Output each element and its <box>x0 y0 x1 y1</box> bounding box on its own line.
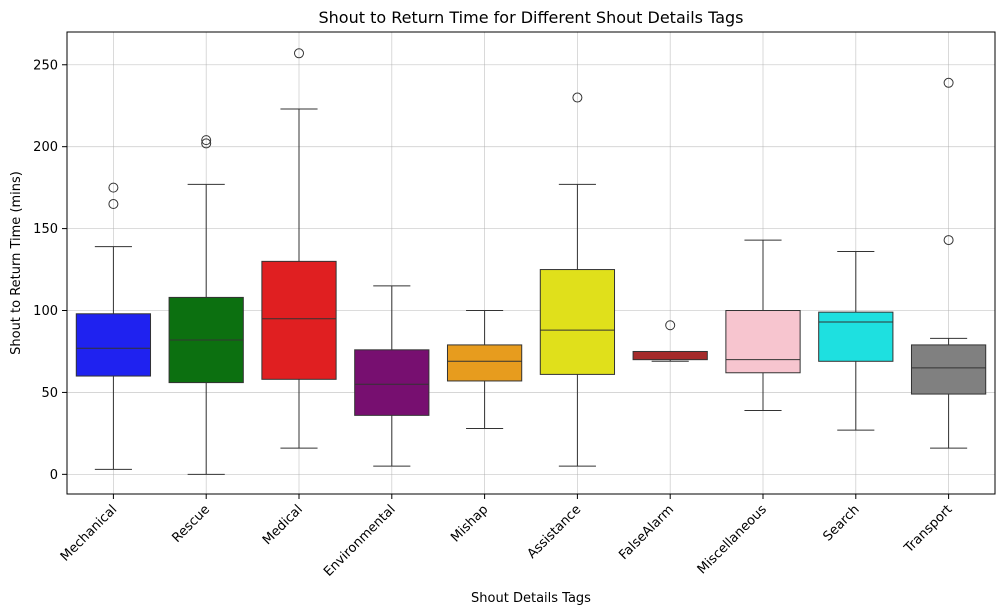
x-tick-label: Transport <box>901 502 955 556</box>
iqr-box <box>632 350 708 361</box>
iqr-box <box>354 349 430 416</box>
box-rescue <box>168 135 244 475</box>
box-mechanical <box>75 182 152 470</box>
box-mishap <box>446 310 523 429</box>
iqr-box <box>539 269 616 375</box>
outlier-point <box>108 182 119 193</box>
y-tick-label: 0 <box>50 468 58 483</box>
y-tick-label: 250 <box>33 58 58 73</box>
plot-frame <box>66 31 996 495</box>
x-tick-label: Assistance <box>525 502 585 562</box>
box-search <box>818 251 894 431</box>
x-tick-label: FalseAlarm <box>616 502 677 563</box>
y-tick-label: 50 <box>41 386 58 401</box>
iqr-box <box>818 311 894 362</box>
box-assistance <box>539 92 616 467</box>
outlier-point <box>943 77 954 88</box>
y-tick-label: 200 <box>33 140 58 155</box>
outlier-point <box>108 199 119 210</box>
y-tick-label: 100 <box>33 304 58 319</box>
box-miscellaneous <box>725 239 801 411</box>
box-medical <box>261 48 337 449</box>
iqr-box <box>75 313 152 377</box>
x-tick-label: Medical <box>260 502 306 548</box>
box-environmental <box>354 285 430 467</box>
iqr-box <box>261 260 337 380</box>
y-axis-label: Shout to Return Time (mins) <box>9 171 24 355</box>
outlier-point <box>943 235 954 246</box>
box-falsealarm <box>632 320 708 362</box>
x-tick-label: Mechanical <box>58 502 120 564</box>
boxes <box>75 48 987 475</box>
iqr-box <box>446 344 523 382</box>
y-axis-ticks: 0 50 100 150 200 250 <box>33 58 67 483</box>
x-tick-label: Miscellaneous <box>695 502 770 577</box>
outlier-point <box>294 48 304 59</box>
x-tick-label: Search <box>820 502 862 544</box>
box-transport <box>910 77 987 449</box>
outlier-point <box>665 320 676 331</box>
outlier-point <box>201 135 212 146</box>
x-tick-label: Environmental <box>321 502 398 579</box>
iqr-box <box>725 310 801 374</box>
x-axis-ticks: Mechanical Rescue Medical Environmental Mish… <box>58 494 955 580</box>
chart-title: Shout to Return Time for Different Shout… <box>318 8 743 27</box>
outlier-point <box>201 138 212 149</box>
x-axis-label: Shout Details Tags <box>471 591 591 606</box>
x-tick-label: Rescue <box>169 502 213 546</box>
y-tick-label: 150 <box>33 222 58 237</box>
x-tick-label: Mishap <box>448 502 491 545</box>
iqr-box <box>910 344 987 395</box>
outlier-point <box>572 92 583 103</box>
